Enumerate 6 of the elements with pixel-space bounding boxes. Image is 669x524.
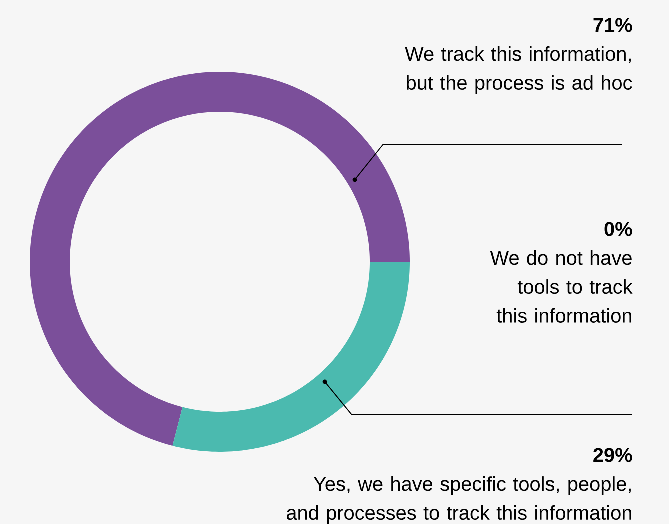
data-label: 29% <box>594 448 632 462</box>
slice-label: Yes, we have specific tools, people, and processes to track this information <box>287 476 632 524</box>
slice-label: We track this information, but the process is ad hoc <box>405 46 632 94</box>
category-label: We do not have tools to track this information <box>490 250 633 323</box>
text: 0% <box>604 222 632 236</box>
data-label: 71% <box>594 18 632 32</box>
